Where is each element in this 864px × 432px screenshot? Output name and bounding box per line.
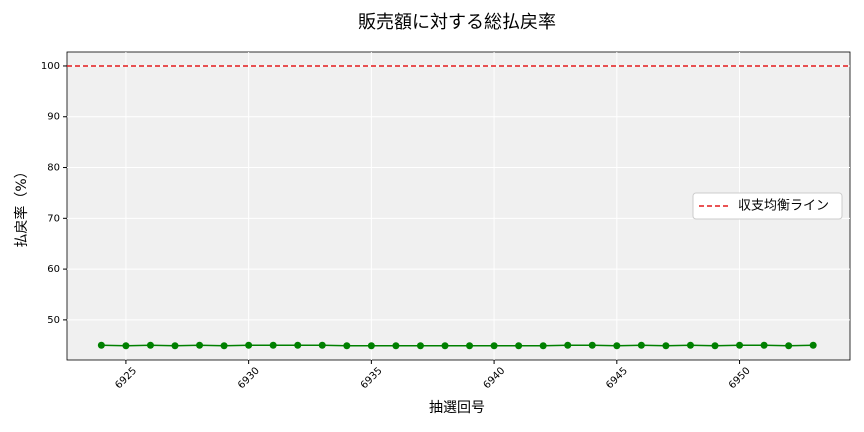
legend-box <box>692 192 843 220</box>
point <box>662 342 670 350</box>
x-tick-label: 6930 <box>236 365 262 391</box>
point <box>785 342 793 350</box>
point <box>269 341 277 349</box>
x-axis-label: 抽選回号 <box>429 400 485 416</box>
point <box>220 342 228 350</box>
y-axis-label: 払戻率（%） <box>13 164 30 247</box>
x-tick-label: 6935 <box>359 365 385 391</box>
x-tick-label: 6940 <box>482 365 508 391</box>
x-tick-label: 6925 <box>113 365 139 391</box>
point <box>760 341 768 349</box>
point <box>171 342 179 350</box>
point <box>711 342 719 350</box>
y-tick-label: 60 <box>47 264 60 275</box>
point <box>146 341 154 349</box>
point <box>809 341 817 349</box>
y-tick-label: 90 <box>47 112 60 123</box>
point <box>97 341 105 349</box>
x-tick-label: 6945 <box>604 365 630 391</box>
y-tick-label: 70 <box>47 213 60 224</box>
point <box>416 342 424 350</box>
point <box>245 341 253 349</box>
point <box>686 341 694 349</box>
y-tick-label: 100 <box>41 61 60 72</box>
point <box>196 341 204 349</box>
y-tick-label: 50 <box>47 315 60 326</box>
point <box>466 342 474 350</box>
point <box>318 341 326 349</box>
legend-label: 収支均衡ライン <box>738 199 829 214</box>
point <box>613 342 621 350</box>
point <box>564 341 572 349</box>
point <box>490 342 498 350</box>
point <box>392 342 400 350</box>
point <box>343 342 351 350</box>
point <box>441 342 449 350</box>
point <box>736 341 744 349</box>
point <box>637 341 645 349</box>
series-line <box>101 344 814 347</box>
y-tick-label: 80 <box>47 163 60 174</box>
x-tick-label: 6950 <box>727 365 753 391</box>
point <box>122 342 130 350</box>
point <box>294 341 302 349</box>
point <box>515 342 523 350</box>
point <box>367 342 375 350</box>
chart-title: 販売額に対する総払戻率 <box>358 12 556 33</box>
point <box>588 341 596 349</box>
point <box>539 342 547 350</box>
